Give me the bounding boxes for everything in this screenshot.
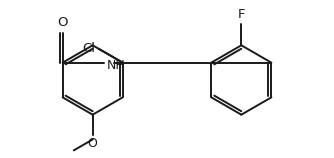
Text: F: F: [237, 8, 245, 21]
Text: O: O: [57, 16, 68, 29]
Text: O: O: [88, 137, 98, 150]
Text: NH: NH: [107, 59, 126, 72]
Text: Cl: Cl: [83, 42, 96, 55]
